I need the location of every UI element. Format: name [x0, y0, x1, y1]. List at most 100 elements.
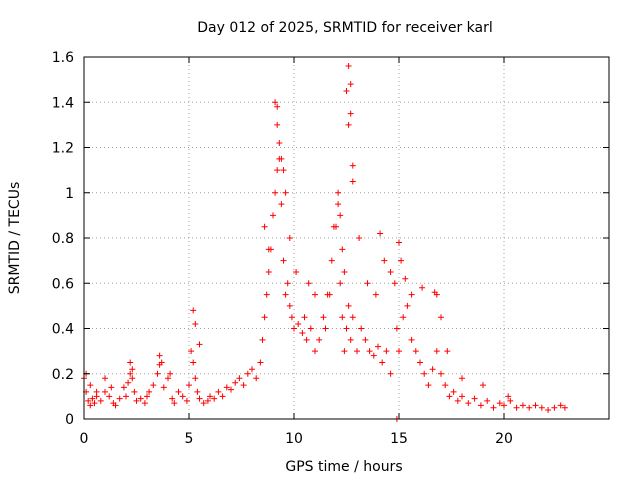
data-point	[240, 382, 247, 389]
y-axis-label: SRMTID / TECUs	[7, 182, 23, 295]
data-point	[465, 400, 472, 407]
y-tick-label: 0	[65, 412, 74, 428]
data-point	[307, 325, 314, 332]
data-point	[286, 235, 293, 241]
data-point	[194, 388, 201, 395]
data-point	[396, 348, 402, 355]
data-point	[106, 393, 113, 400]
data-point	[167, 370, 174, 377]
data-point	[160, 384, 167, 391]
data-point	[450, 388, 457, 395]
data-point	[444, 348, 451, 355]
data-point	[211, 395, 218, 402]
data-point	[272, 99, 279, 106]
data-point	[146, 388, 153, 395]
data-point	[219, 393, 226, 400]
data-point	[232, 379, 239, 386]
data-point	[370, 352, 377, 359]
data-point	[335, 201, 342, 208]
data-point	[412, 348, 419, 355]
data-point	[343, 87, 350, 94]
data-point	[381, 257, 388, 264]
data-point	[175, 388, 182, 395]
data-point	[551, 404, 558, 411]
data-point	[471, 395, 478, 402]
data-point	[433, 291, 440, 298]
data-point	[270, 212, 276, 219]
data-point	[337, 212, 344, 219]
data-point	[215, 388, 222, 395]
data-point	[446, 393, 453, 400]
data-point	[284, 280, 291, 287]
data-point	[383, 348, 390, 355]
data-point	[349, 162, 356, 169]
x-tick-label: 5	[185, 431, 194, 447]
data-point	[501, 402, 507, 409]
data-point	[545, 406, 552, 413]
data-point	[282, 291, 289, 298]
data-point	[282, 189, 289, 196]
data-point	[519, 402, 526, 409]
data-point	[496, 400, 503, 407]
data-point	[561, 404, 568, 411]
data-point	[330, 223, 337, 230]
data-point	[129, 375, 136, 382]
data-point	[244, 370, 251, 377]
data-point	[299, 330, 306, 337]
data-point	[438, 314, 444, 321]
data-point	[433, 348, 440, 355]
data-point	[477, 402, 484, 409]
data-point	[207, 393, 213, 400]
data-point	[303, 336, 310, 343]
data-point	[280, 167, 287, 174]
x-tick-label: 10	[285, 431, 303, 447]
data-point	[345, 121, 352, 128]
data-point	[87, 402, 94, 409]
data-point	[102, 388, 108, 395]
data-point	[85, 397, 92, 404]
data-point	[295, 320, 302, 327]
data-point	[93, 388, 100, 395]
plot-frame	[83, 56, 610, 420]
data-point	[274, 167, 281, 174]
data-point	[404, 302, 411, 309]
data-point	[87, 382, 94, 389]
data-point	[129, 366, 136, 373]
data-point	[192, 375, 199, 382]
x-tick-label: 15	[390, 431, 408, 447]
y-tick-label: 0.8	[52, 231, 74, 247]
data-point	[150, 382, 157, 389]
data-point	[192, 320, 199, 327]
data-point	[425, 382, 432, 389]
data-point	[408, 291, 415, 298]
y-tick-label: 1.6	[52, 50, 74, 66]
data-point	[322, 325, 329, 332]
data-point	[526, 404, 533, 411]
data-point	[391, 280, 398, 287]
data-point	[127, 359, 134, 366]
data-point	[102, 375, 108, 382]
data-point	[305, 280, 312, 287]
data-point	[286, 302, 293, 309]
data-point	[204, 397, 211, 404]
data-point	[419, 284, 426, 291]
data-point	[335, 189, 342, 196]
data-point	[158, 359, 165, 366]
data-point	[507, 397, 514, 404]
x-tick-label: 20	[495, 431, 513, 447]
data-point	[288, 314, 295, 321]
data-point	[421, 370, 428, 377]
data-point	[364, 280, 371, 287]
data-point	[179, 393, 186, 400]
data-point	[538, 404, 545, 411]
data-point	[133, 397, 140, 404]
data-point	[116, 395, 123, 402]
data-point	[274, 103, 281, 110]
y-tick-label: 0.6	[52, 276, 74, 292]
data-point	[108, 384, 115, 391]
data-point	[200, 400, 207, 407]
data-point	[274, 121, 281, 128]
data-point	[125, 379, 132, 386]
data-point	[354, 348, 360, 355]
data-point	[144, 393, 150, 400]
